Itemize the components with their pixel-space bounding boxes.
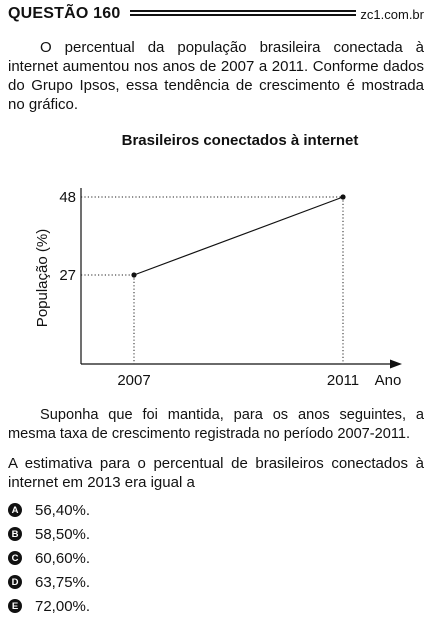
option-a[interactable]: A 56,40%. (8, 498, 308, 522)
y-tick-label-48: 48 (59, 189, 76, 206)
option-b[interactable]: B 58,50%. (8, 522, 308, 546)
data-point-2011 (340, 194, 346, 200)
option-letter-badge: E (8, 599, 22, 613)
intro-text: O percentual da população brasileira con… (8, 39, 424, 113)
series-line (133, 196, 344, 276)
question-header: QUESTÃO 160 zc1.com.br (8, 4, 424, 24)
option-letter-badge: C (8, 551, 22, 565)
option-c[interactable]: C 60,60%. (8, 546, 308, 570)
option-text: 63,75%. (35, 573, 91, 591)
x-tick-label-2011: 2011 (327, 372, 359, 389)
x-axis-label: Ano (375, 372, 402, 389)
option-letter-badge: A (8, 503, 22, 517)
question-number: QUESTÃO 160 (8, 5, 121, 22)
option-text: 56,40%. (35, 501, 91, 519)
x-tick-label-2007: 2007 (117, 372, 150, 389)
option-letter-badge: D (8, 575, 22, 589)
data-point-2007 (131, 272, 137, 278)
site-name: zc1.com.br (360, 7, 424, 22)
option-text: 58,50%. (35, 525, 91, 543)
question-text: A estimativa para o percentual de brasil… (8, 455, 424, 491)
option-text: 60,60%. (35, 549, 91, 567)
y-tick-label-27: 27 (59, 267, 76, 284)
header-rule (130, 10, 356, 16)
option-text: 72,00%. (35, 597, 91, 615)
y-axis-label: População (%) (34, 229, 51, 327)
option-d[interactable]: D 63,75%. (8, 570, 308, 594)
option-e[interactable]: E 72,00%. (8, 594, 308, 618)
option-letter-badge: B (8, 527, 22, 541)
chart-title: Brasileiros conectados à internet (122, 132, 359, 149)
line-chart: Brasileiros conectados à internet Popula… (34, 132, 402, 389)
supposition-text: Suponha que foi mantida, para os anos se… (8, 407, 424, 442)
answer-options: A 56,40%. B 58,50%. C 60,60%. D 63,75%. … (8, 498, 308, 618)
x-axis-arrow (390, 359, 402, 369)
